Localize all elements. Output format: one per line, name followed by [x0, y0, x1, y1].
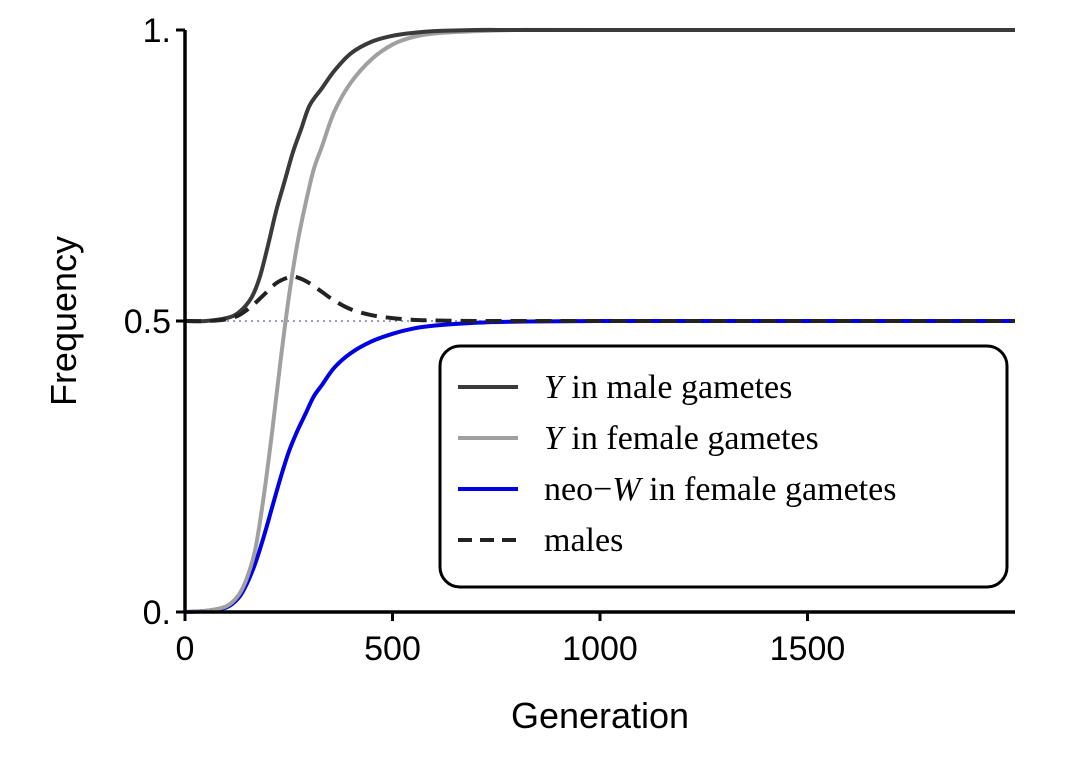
legend: Y in male gametes Y in female gametes neo−… [438, 344, 1009, 589]
x-tick-label: 1500 [770, 630, 846, 668]
legend-label-1: Y in female gametes [544, 420, 819, 457]
series-line-2 [184, 318, 1015, 614]
legend-label-3: males [544, 522, 623, 559]
x-axis-title: Generation [511, 695, 689, 736]
legend-label-2: neo−W in female gametes [544, 471, 896, 508]
x-tick-label: 1000 [562, 630, 638, 668]
x-tick-label: 500 [364, 630, 421, 668]
y-tick-label: 0.5 [124, 303, 171, 341]
series-line-3 [184, 274, 1015, 324]
x-tick-label: 0 [176, 630, 195, 668]
legend-label-0: Y in male gametes [544, 369, 792, 406]
y-tick-label: 0. [143, 594, 171, 632]
series-line-0 [184, 27, 1015, 324]
tick-layer: 0 500 1000 1500 0. 0.5 1. [124, 12, 846, 668]
legend-box [438, 344, 1009, 589]
y-axis-title: Frequency [43, 236, 84, 406]
y-tick-label: 1. [143, 12, 171, 50]
series-layer [184, 27, 1015, 614]
